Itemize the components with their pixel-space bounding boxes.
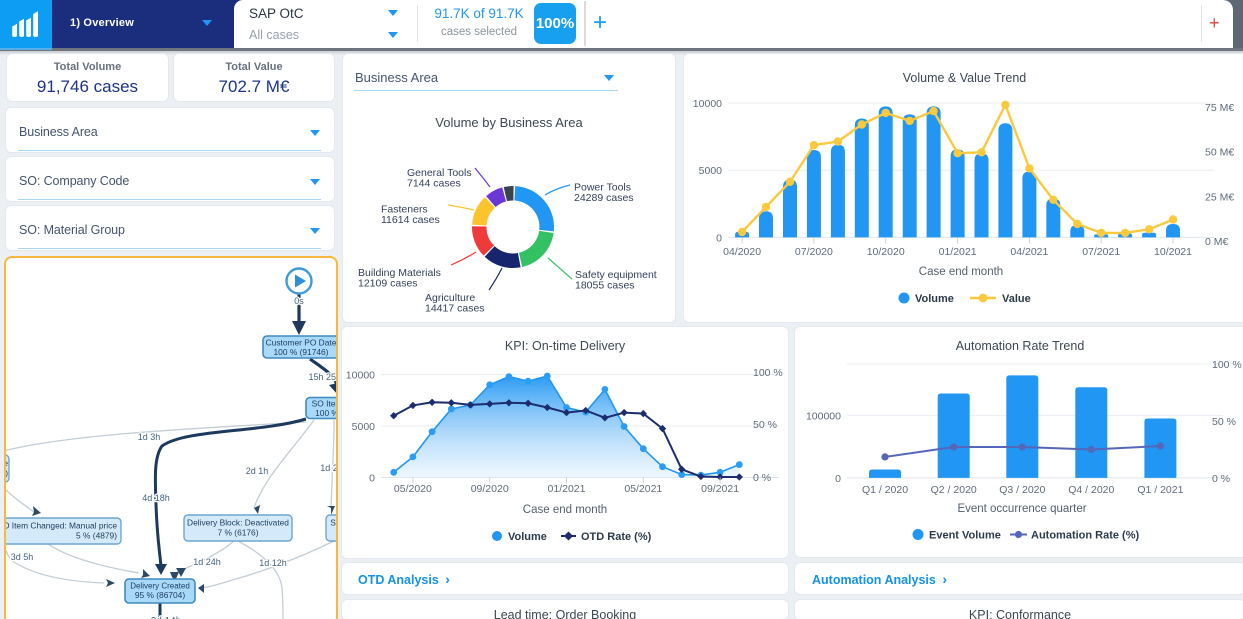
- svg-text:1d 24h: 1d 24h: [193, 557, 221, 567]
- svg-text:100 %: 100 %: [315, 408, 336, 418]
- svg-text:Customer PO Date: Customer PO Date: [266, 338, 336, 348]
- svg-text:Q4 / 2020: Q4 / 2020: [1068, 484, 1114, 496]
- svg-text:Volume: Volume: [508, 531, 547, 543]
- svg-text:%): %): [4, 468, 8, 478]
- svg-text:Power Tools: Power Tools: [574, 182, 631, 194]
- svg-text:Agriculture: Agriculture: [425, 292, 475, 304]
- svg-text:0 %: 0 %: [1212, 473, 1230, 485]
- svg-text:1d 2: 1d 2: [320, 463, 336, 473]
- svg-text:25 M€: 25 M€: [1205, 191, 1234, 203]
- svg-text:Fasteners: Fasteners: [381, 204, 428, 216]
- svg-text:Automation Rate (%): Automation Rate (%): [1031, 530, 1140, 542]
- svg-text:95 % (86704): 95 % (86704): [135, 590, 185, 600]
- svg-text:07/2021: 07/2021: [1082, 246, 1120, 258]
- svg-text:12109 cases: 12109 cases: [358, 278, 418, 290]
- svg-text:100 %: 100 %: [1212, 359, 1242, 371]
- svg-text:07/2020: 07/2020: [795, 246, 833, 258]
- svg-text:0: 0: [716, 232, 722, 244]
- svg-text:5000: 5000: [352, 421, 376, 433]
- svg-text:Q2 / 2020: Q2 / 2020: [931, 484, 977, 496]
- svg-text:3d 5h: 3d 5h: [11, 552, 34, 562]
- svg-text:01/2021: 01/2021: [548, 483, 586, 495]
- svg-text:10/2021: 10/2021: [1154, 246, 1192, 258]
- svg-text:Q3 / 2020: Q3 / 2020: [999, 484, 1045, 496]
- svg-text:09/2020: 09/2020: [471, 483, 509, 495]
- svg-text:10000: 10000: [693, 98, 722, 110]
- svg-text:Value: Value: [1002, 293, 1031, 305]
- svg-text:0 %: 0 %: [753, 472, 771, 484]
- svg-text:Building Materials: Building Materials: [358, 267, 441, 279]
- svg-text:100000: 100000: [806, 410, 841, 422]
- svg-text:Q1 / 2021: Q1 / 2021: [1137, 484, 1183, 496]
- svg-text:10/2020: 10/2020: [867, 246, 905, 258]
- svg-text:Case end month: Case end month: [919, 266, 1003, 278]
- svg-text:18055 cases: 18055 cases: [575, 280, 635, 292]
- svg-text:24289 cases: 24289 cases: [574, 192, 634, 204]
- svg-text:09/2021: 09/2021: [701, 483, 739, 495]
- svg-text:0s: 0s: [294, 296, 304, 306]
- svg-text:05/2020: 05/2020: [394, 483, 432, 495]
- svg-text:7144 cases: 7144 cases: [407, 178, 461, 190]
- svg-text:01/2021: 01/2021: [939, 246, 977, 258]
- svg-text:Volume: Volume: [915, 293, 954, 305]
- svg-text:SO Item: SO Item: [312, 399, 336, 409]
- svg-text:05/2021: 05/2021: [624, 483, 662, 495]
- svg-text:General Tools: General Tools: [407, 167, 472, 179]
- svg-text:Q1 / 2020: Q1 / 2020: [862, 484, 908, 496]
- svg-text:04/2020: 04/2020: [723, 246, 761, 258]
- svg-text:0 M€: 0 M€: [1205, 236, 1229, 248]
- svg-text:50 %: 50 %: [1212, 416, 1236, 428]
- svg-text:75 M€: 75 M€: [1205, 102, 1234, 114]
- svg-text:Delivery Block: Deactivated: Delivery Block: Deactivated: [187, 518, 289, 528]
- svg-text:OTD Rate (%): OTD Rate (%): [581, 531, 652, 543]
- svg-text:50 M€: 50 M€: [1205, 147, 1234, 159]
- svg-text:5000: 5000: [699, 165, 723, 177]
- svg-text:15h 25m: 15h 25m: [308, 372, 336, 382]
- svg-text:7 % (6176): 7 % (6176): [218, 528, 259, 538]
- svg-text:Event occurrence quarter: Event occurrence quarter: [957, 503, 1086, 515]
- svg-text:2d 1h: 2d 1h: [246, 466, 269, 476]
- svg-text:0: 0: [835, 473, 841, 485]
- svg-text:14417 cases: 14417 cases: [425, 303, 485, 315]
- svg-text:1d 3h: 1d 3h: [138, 432, 161, 442]
- svg-text:2d 14h: 2d 14h: [151, 616, 182, 619]
- svg-text:4d 18h: 4d 18h: [142, 493, 170, 503]
- svg-text:S: S: [330, 518, 336, 528]
- svg-text:04/2021: 04/2021: [1010, 246, 1048, 258]
- svg-text:Event Volume: Event Volume: [929, 530, 1001, 542]
- svg-text:100 %: 100 %: [753, 367, 783, 379]
- svg-text:Safety equipment: Safety equipment: [575, 269, 657, 281]
- svg-text:0: 0: [369, 473, 375, 485]
- svg-text:O Item Changed: Manual price: O Item Changed: Manual price: [4, 521, 117, 531]
- svg-text:Delivery Created: Delivery Created: [130, 582, 190, 591]
- svg-text:11614 cases: 11614 cases: [381, 214, 440, 226]
- svg-text:1d 12h: 1d 12h: [259, 558, 287, 568]
- svg-text:e: e: [4, 458, 8, 468]
- svg-text:Case end month: Case end month: [523, 504, 607, 516]
- svg-text:50 %: 50 %: [753, 419, 777, 431]
- svg-text:100 % (91746): 100 % (91746): [274, 347, 329, 357]
- svg-text:10000: 10000: [346, 370, 375, 382]
- svg-text:5 % (4879): 5 % (4879): [76, 531, 117, 541]
